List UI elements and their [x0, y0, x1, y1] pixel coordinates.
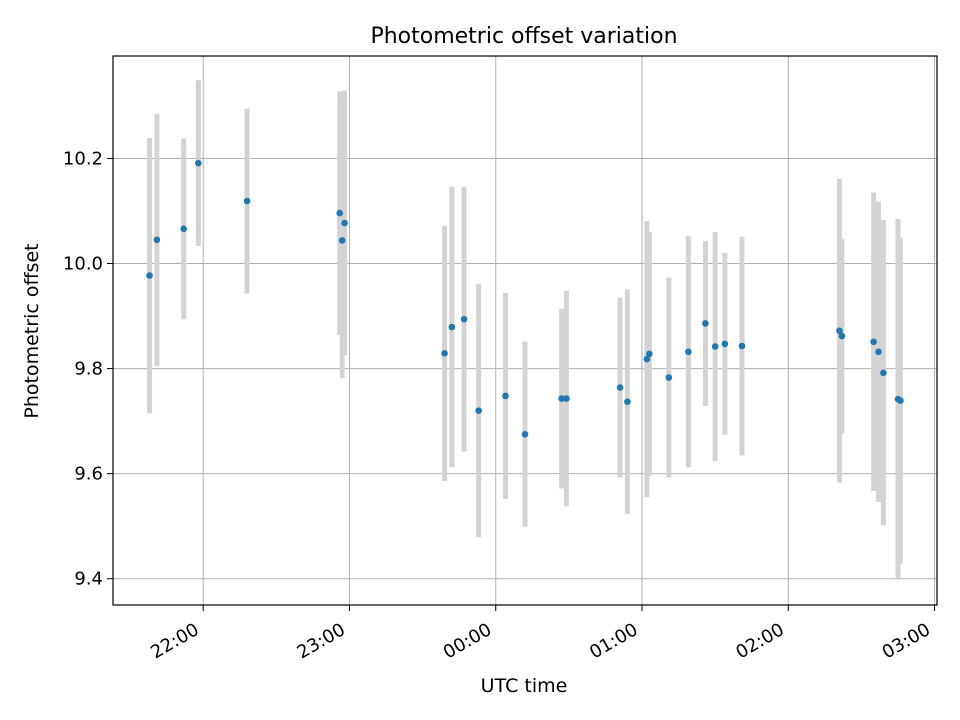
data-point [336, 209, 344, 217]
data-point [897, 397, 904, 404]
y-axis-label: Photometric offset [21, 243, 43, 418]
data-point [448, 323, 456, 331]
data-point [685, 348, 692, 356]
data-point [711, 343, 719, 350]
data-point [521, 430, 529, 438]
y-tick-label: 9.4 [74, 569, 103, 590]
x-axis-ticks: 22:00 23:00 00:00 01:00 02:00 03:00 [147, 605, 936, 663]
y-tick-label: 10.0 [63, 254, 103, 275]
y-tick-label: 9.8 [74, 359, 103, 380]
data-point [563, 395, 570, 402]
data-point [721, 340, 729, 348]
x-tick-label: 02:00 [732, 619, 787, 663]
data-point [643, 355, 651, 363]
data-point [616, 384, 624, 391]
data-point [838, 332, 846, 340]
x-tick-label: 01:00 [586, 619, 641, 663]
data-point [880, 369, 887, 377]
data-point [502, 392, 509, 400]
data-point [341, 219, 348, 227]
x-tick-label: 22:00 [147, 619, 202, 663]
data-point [243, 197, 251, 205]
x-tick-label: 23:00 [294, 619, 349, 663]
data-point [665, 374, 673, 381]
data-point [836, 327, 843, 335]
x-tick-label: 00:00 [440, 619, 495, 663]
chart-title: Photometric offset variation [370, 24, 677, 49]
data-point [460, 315, 468, 323]
data-point [146, 272, 153, 279]
data-points [146, 159, 904, 438]
x-tick-label: 03:00 [879, 619, 934, 663]
data-point [195, 159, 202, 167]
data-point [870, 338, 877, 346]
x-axis-label: UTC time [481, 675, 568, 697]
data-point [153, 236, 161, 244]
y-tick-label: 10.2 [63, 148, 103, 169]
plot-frame [112, 55, 938, 606]
data-point [646, 350, 653, 358]
data-point [441, 350, 448, 357]
data-point [738, 342, 746, 350]
data-point [338, 237, 346, 244]
y-axis-ticks: 9.4 9.6 9.8 10.0 10.2 [63, 148, 113, 590]
data-point [475, 407, 482, 414]
data-point [558, 395, 565, 402]
data-point [180, 225, 187, 233]
data-point [702, 320, 709, 327]
data-point [624, 398, 631, 405]
data-point [875, 348, 882, 356]
y-tick-label: 9.6 [74, 464, 103, 485]
